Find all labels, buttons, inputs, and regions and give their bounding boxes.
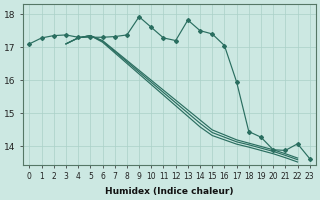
X-axis label: Humidex (Indice chaleur): Humidex (Indice chaleur)	[105, 187, 234, 196]
